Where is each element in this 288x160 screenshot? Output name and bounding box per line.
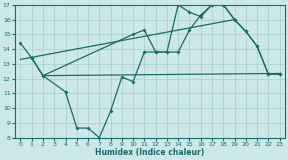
X-axis label: Humidex (Indice chaleur): Humidex (Indice chaleur) (95, 148, 205, 157)
